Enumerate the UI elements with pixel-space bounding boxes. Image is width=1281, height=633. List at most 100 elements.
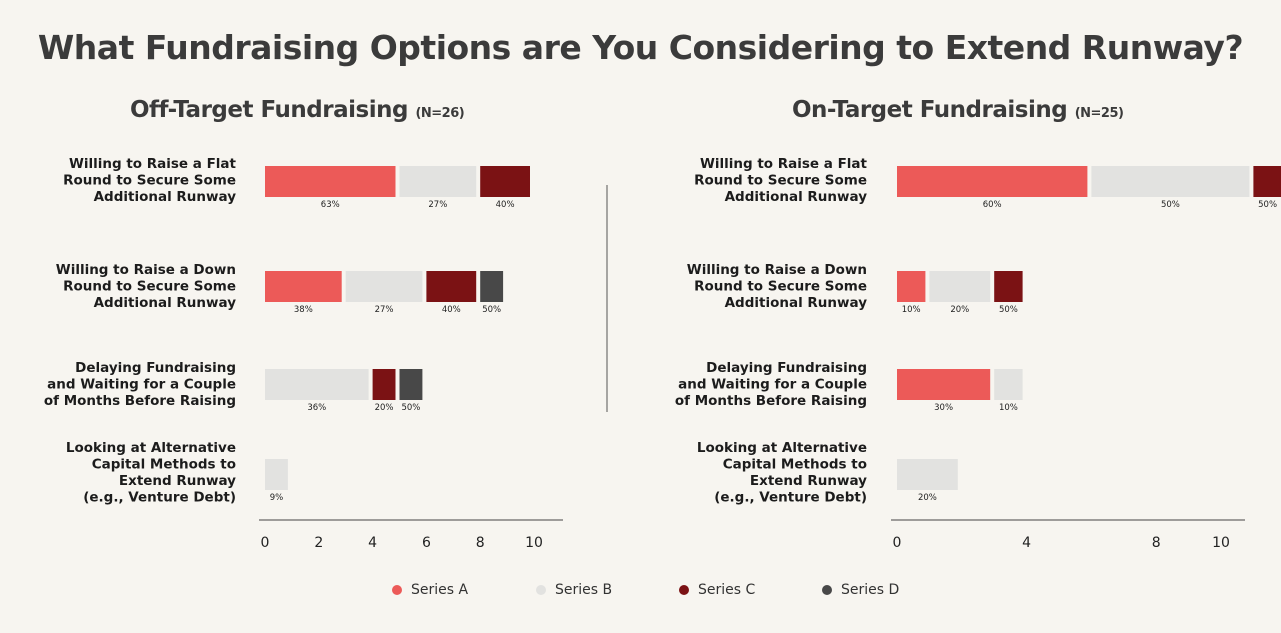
category-label-line-off-0-2: Additional Runway [94,189,237,205]
bar-off-row0-series-a [265,166,396,197]
category-label-line-off-3-0: Looking at Alternative [66,440,236,456]
category-label-off-0: Willing to Raise a Flat Round to Secure S… [63,156,236,205]
bar-on-row0-series-c [1253,166,1281,197]
bar-label-on-row2-series-b: 10% [999,403,1018,413]
legend: Series A Series B Series C Series D [0,582,1281,602]
bar-on-row1-series-b [929,271,991,302]
category-label-line-on-0-2: Additional Runway [725,189,868,205]
bar-label-off-row1-series-a: 38% [294,305,313,315]
bar-label-on-row0-series-a: 60% [983,200,1002,210]
bar-label-on-row1-series-a: 10% [902,305,921,315]
bar-label-on-row0-series-b: 50% [1161,200,1180,210]
category-label-line-on-1-1: Round to Secure Some [694,279,867,295]
bar-label-off-row2-series-b: 36% [307,403,326,413]
chart-title: What Fundraising Options are You Conside… [37,28,1244,67]
category-label-line-on-0-0: Willing to Raise a Flat [700,156,868,172]
legend-dot-series-d [822,585,832,595]
category-label-line-on-2-1: and Waiting for a Couple [678,377,867,393]
category-label-line-off-1-2: Additional Runway [94,295,237,311]
category-label-line-on-2-2: of Months Before Raising [675,393,867,409]
category-label-on-1: Willing to Raise a Down Round to Secure S… [687,262,867,311]
legend-item-series-c: Series C [679,582,755,598]
legend-label-series-c: Series C [698,582,756,598]
bar-label-off-row2-series-d: 50% [401,403,420,413]
category-label-line-off-1-0: Willing to Raise a Down [56,262,236,278]
category-label-line-off-0-1: Round to Secure Some [63,173,236,189]
bar-label-off-row2-series-c: 20% [375,403,394,413]
bar-on-row0-series-a [897,166,1088,197]
x-tick-label-on-2: 8 [1152,535,1161,551]
legend-dot-series-b [536,585,546,595]
bar-label-on-row2-series-a: 30% [934,403,953,413]
legend-item-series-b: Series B [536,582,612,598]
bar-label-off-row0-series-b: 27% [428,200,447,210]
bar-on-row0-series-b [1091,166,1250,197]
bar-off-row2-series-c [372,369,396,400]
x-tick-label-on-1: 4 [1022,535,1031,551]
category-label-line-off-3-2: Extend Runway [119,473,236,489]
bar-off-row2-series-d [399,369,423,400]
category-label-line-on-0-1: Round to Secure Some [694,173,867,189]
legend-dot-series-c [679,585,689,595]
bar-label-off-row1-series-c: 40% [442,305,461,315]
x-tick-label-off-5: 10 [525,535,543,551]
bar-label-off-row3-series-b: 9% [270,493,284,503]
category-label-line-off-3-3: (e.g., Venture Debt) [83,490,236,506]
x-tick-label-off-1: 2 [314,535,323,551]
bar-label-on-row1-series-c: 50% [999,305,1018,315]
category-label-line-off-2-1: and Waiting for a Couple [47,377,236,393]
category-label-line-on-3-3: (e.g., Venture Debt) [714,490,867,506]
category-label-line-on-3-2: Extend Runway [750,473,867,489]
panel-title-off-target: Off-Target Fundraising (N=26) [130,97,465,123]
bar-off-row1-series-c [426,271,477,302]
legend-item-series-a: Series A [392,582,468,598]
bar-label-on-row0-series-c: 50% [1258,200,1277,210]
category-label-on-3: Looking at Alternative Capital Methods to… [697,440,867,506]
x-tick-label-off-3: 6 [422,535,431,551]
category-label-line-on-3-1: Capital Methods to [723,457,867,473]
category-label-line-off-2-2: of Months Before Raising [44,393,236,409]
category-label-off-2: Delaying Fundraising and Waiting for a Co… [44,360,236,409]
category-label-line-on-1-2: Additional Runway [725,295,868,311]
x-tick-label-on-3: 10 [1212,535,1230,551]
category-label-line-off-3-1: Capital Methods to [92,457,236,473]
legend-dot-series-a [392,585,402,595]
bar-on-row2-series-a [897,369,991,400]
bar-off-row1-series-a [265,271,342,302]
bar-off-row2-series-b [265,369,369,400]
bar-label-on-row1-series-b: 20% [950,305,969,315]
category-label-line-on-3-0: Looking at Alternative [697,440,867,456]
x-tick-label-off-0: 0 [261,535,270,551]
legend-item-series-d: Series D [822,582,899,598]
bar-off-row1-series-d [480,271,504,302]
category-label-off-3: Looking at Alternative Capital Methods to… [66,440,236,506]
bar-on-row1-series-a [897,271,926,302]
panel-title-off-target-text: Off-Target Fundraising [130,97,408,123]
bar-off-row0-series-c [480,166,530,197]
category-label-on-0: Willing to Raise a Flat Round to Secure S… [694,156,867,205]
bar-label-off-row1-series-d: 50% [482,305,501,315]
bar-on-row2-series-b [994,369,1023,400]
category-label-line-off-1-1: Round to Secure Some [63,279,236,295]
bar-label-off-row0-series-a: 63% [321,200,340,210]
category-label-off-1: Willing to Raise a Down Round to Secure S… [56,262,236,311]
bar-on-row3-series-b [897,459,958,490]
panel-title-on-target: On-Target Fundraising (N=25) [792,97,1124,123]
x-tick-label-off-2: 4 [368,535,377,551]
x-tick-label-off-4: 8 [476,535,485,551]
category-label-line-off-0-0: Willing to Raise a Flat [69,156,237,172]
bar-off-row3-series-b [265,459,288,490]
bar-off-row0-series-b [399,166,477,197]
x-tick-label-on-0: 0 [893,535,902,551]
bar-label-on-row3-series-b: 20% [918,493,937,503]
bar-off-row1-series-b [345,271,423,302]
category-label-on-2: Delaying Fundraising and Waiting for a Co… [675,360,867,409]
panel-n-on-target: (N=25) [1074,106,1124,121]
category-label-line-off-2-0: Delaying Fundraising [75,360,236,376]
category-label-line-on-1-0: Willing to Raise a Down [687,262,867,278]
bar-label-off-row0-series-c: 40% [496,200,515,210]
bar-on-row1-series-c [994,271,1023,302]
category-label-line-on-2-0: Delaying Fundraising [706,360,867,376]
panel-title-on-target-text: On-Target Fundraising [792,97,1068,123]
panel-n-off-target: (N=26) [415,106,465,121]
